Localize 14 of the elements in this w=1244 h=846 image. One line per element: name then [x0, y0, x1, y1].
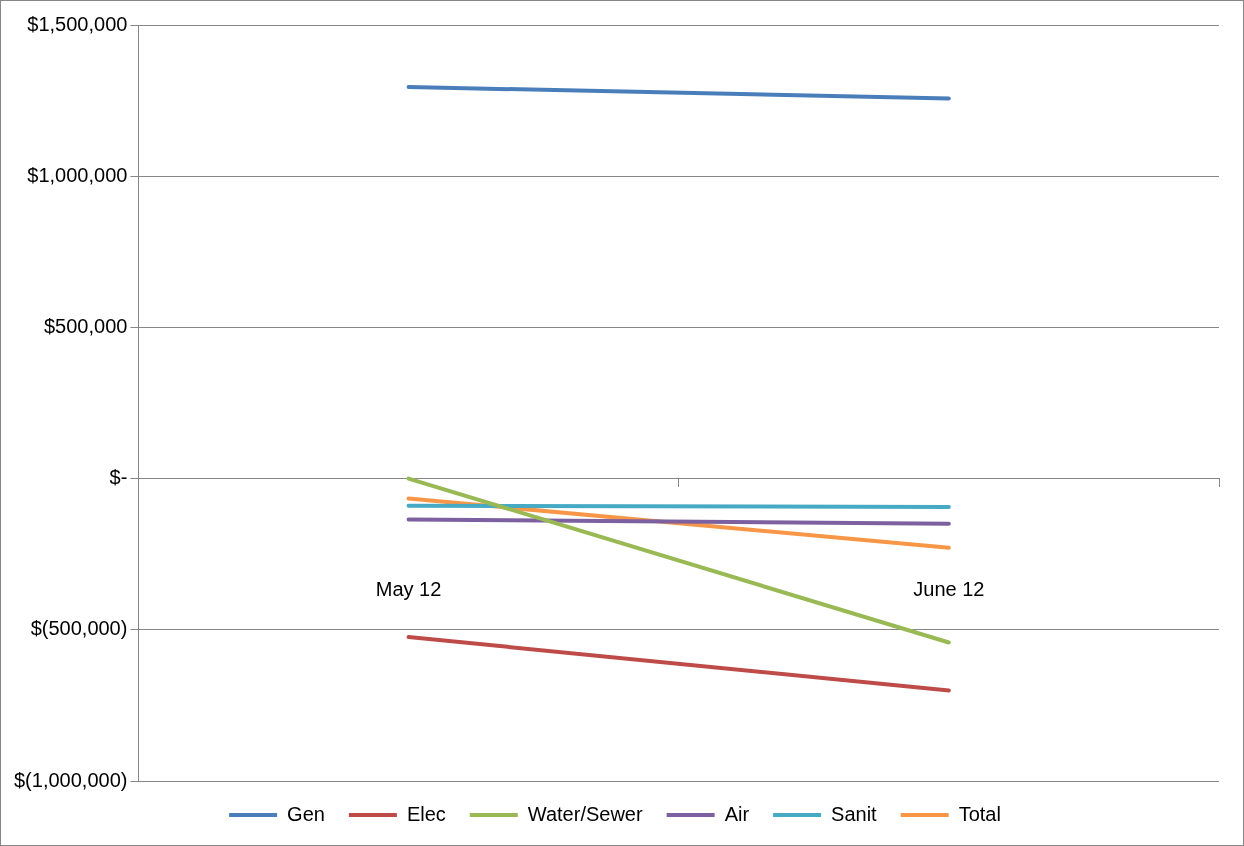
y-tick-label: $1,500,000: [27, 12, 128, 35]
y-tick-label: $(1,000,000): [14, 768, 128, 791]
legend-label: Elec: [406, 802, 446, 825]
legend-label: Total: [958, 802, 1001, 825]
legend-label: Sanit: [831, 802, 878, 825]
legend-label: Air: [724, 802, 750, 825]
x-tick-label: May 12: [375, 578, 442, 601]
y-tick-label: $(500,000): [30, 617, 128, 640]
y-tick-label: $1,000,000: [27, 163, 128, 186]
y-tick-label: $500,000: [44, 314, 128, 337]
legend-label: Gen: [287, 802, 325, 825]
y-tick-label: $-: [109, 466, 128, 489]
legend-label: Water/Sewer: [527, 802, 643, 825]
x-tick-label: June 12: [913, 578, 985, 601]
